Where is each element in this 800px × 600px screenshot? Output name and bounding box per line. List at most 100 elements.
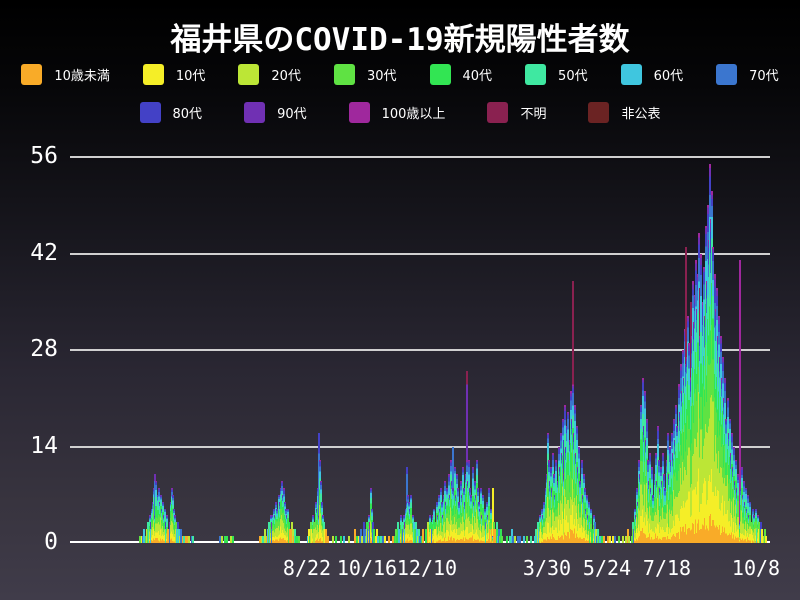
legend-label: 40代 — [462, 69, 493, 84]
legend-label: 100歳以上 — [381, 107, 446, 122]
bar-day-272 — [410, 494, 412, 543]
bar-day-588 — [755, 508, 757, 543]
x-tick-label-12-10: 12/10 — [396, 556, 458, 580]
bar-day-227 — [361, 536, 363, 543]
bar-day-336 — [480, 487, 482, 543]
bar-day-244 — [380, 536, 382, 543]
bar-day-96 — [219, 536, 221, 543]
legend-swatch-icon — [716, 64, 738, 85]
bar-day-241 — [377, 536, 379, 543]
bar-day-136 — [262, 536, 264, 543]
legend-row-2: 80代 90代 100歳以上 不明 非公表 — [0, 102, 800, 123]
bar-day-459 — [614, 536, 616, 543]
bar-day-561 — [725, 418, 727, 543]
bar-day-355 — [501, 536, 503, 543]
legend-item-10: 90代 — [244, 102, 307, 123]
bar-day-382 — [530, 536, 532, 543]
bar-day-248 — [384, 536, 386, 543]
legend-item-6: 50代 — [525, 64, 588, 85]
legend-label: 80代 — [172, 107, 203, 122]
bar-day-437 — [590, 508, 592, 543]
bar-day-161 — [289, 529, 291, 543]
legend-item-9: 80代 — [139, 102, 203, 123]
legend-label: 10歳未満 — [54, 69, 110, 84]
bar-day-194 — [325, 529, 327, 543]
legend-swatch-icon — [139, 102, 161, 123]
y-tick-label-28: 28 — [30, 336, 58, 362]
x-tick-label-10-16: 10/16 — [336, 556, 398, 580]
bar-day-350 — [496, 522, 498, 543]
bar-day-416 — [567, 412, 569, 543]
bar-day-215 — [348, 536, 350, 543]
legend-label: 70代 — [749, 69, 779, 84]
bar-day-527 — [688, 343, 690, 543]
chart-title: 福井県のCOVID-19新規陽性者数 — [170, 22, 630, 58]
legend-label: 60代 — [653, 69, 684, 84]
legend-swatch-icon — [525, 64, 547, 85]
bar-day-365 — [512, 536, 514, 543]
legend-item-2: 10代 — [142, 64, 206, 85]
y-tick-label-14: 14 — [30, 432, 58, 459]
bar-day-61 — [180, 529, 182, 543]
bar-day-447 — [601, 536, 603, 543]
bar-day-280 — [419, 536, 421, 543]
bar-day-427 — [579, 480, 581, 543]
bar-day-594 — [761, 529, 763, 543]
legend-swatch-icon — [333, 64, 355, 85]
bar-day-360 — [506, 536, 508, 543]
legend-item-3: 20代 — [238, 64, 301, 85]
bar-day-210 — [343, 536, 345, 543]
bar-day-166 — [295, 536, 297, 543]
bar-day-316 — [458, 501, 460, 543]
legend-item-8: 70代 — [716, 64, 779, 85]
bar-day-294 — [434, 522, 436, 543]
bar-day-449 — [603, 536, 605, 543]
bar-day-549 — [712, 246, 714, 543]
bar-day-375 — [523, 536, 525, 543]
bar-day-394 — [543, 501, 545, 543]
bar-day-452 — [607, 536, 609, 543]
bar-day-207 — [340, 536, 342, 543]
gridline-14 — [70, 445, 770, 448]
legend-swatch-icon — [620, 64, 642, 85]
bar-day-367 — [514, 536, 516, 543]
legend-item-1: 10歳未満 — [21, 64, 110, 85]
bar-day-38 — [155, 480, 157, 543]
bar-day-108 — [232, 536, 234, 543]
legend-swatch-icon — [429, 64, 451, 85]
gridline-28 — [70, 349, 770, 351]
bar-day-255 — [392, 536, 394, 543]
bar-day-472 — [628, 536, 630, 543]
bar-day-72 — [192, 536, 194, 543]
bar-day-251 — [388, 536, 390, 543]
legend-label: 90代 — [277, 107, 307, 122]
legend-swatch-icon — [244, 102, 266, 123]
y-tick-label-56: 56 — [30, 143, 58, 169]
legend-row-1: 10歳未満 10代 20代 30代 40代 50代 60代 70代 — [0, 64, 800, 85]
bar-day-327 — [470, 494, 472, 543]
bar-day-469 — [625, 536, 627, 543]
legend-item-4: 30代 — [333, 64, 397, 85]
bar-day-494 — [652, 494, 654, 543]
bar-day-323 — [466, 370, 468, 543]
x-tick-label-3-30: 3/30 — [522, 556, 572, 580]
bar-day-103 — [226, 536, 228, 543]
legend-label: 不明 — [520, 107, 547, 122]
x-tick-label-8-22: 8/22 — [282, 556, 332, 580]
bar-day-347 — [492, 487, 494, 543]
bar-day-222 — [356, 536, 358, 543]
bar-day-23 — [139, 536, 141, 543]
bar-day-106 — [230, 536, 232, 543]
legend-swatch-icon — [348, 102, 370, 123]
legend-label: 10代 — [175, 69, 206, 84]
legend-label: 20代 — [271, 69, 301, 84]
bar-day-362 — [509, 536, 511, 543]
legend-label: 30代 — [366, 69, 397, 84]
legend-label: 非公表 — [621, 107, 661, 122]
bar-day-305 — [446, 487, 448, 543]
bar-day-372 — [519, 536, 521, 543]
bar-day-462 — [618, 536, 620, 543]
legend-item-12: 不明 — [487, 102, 546, 123]
